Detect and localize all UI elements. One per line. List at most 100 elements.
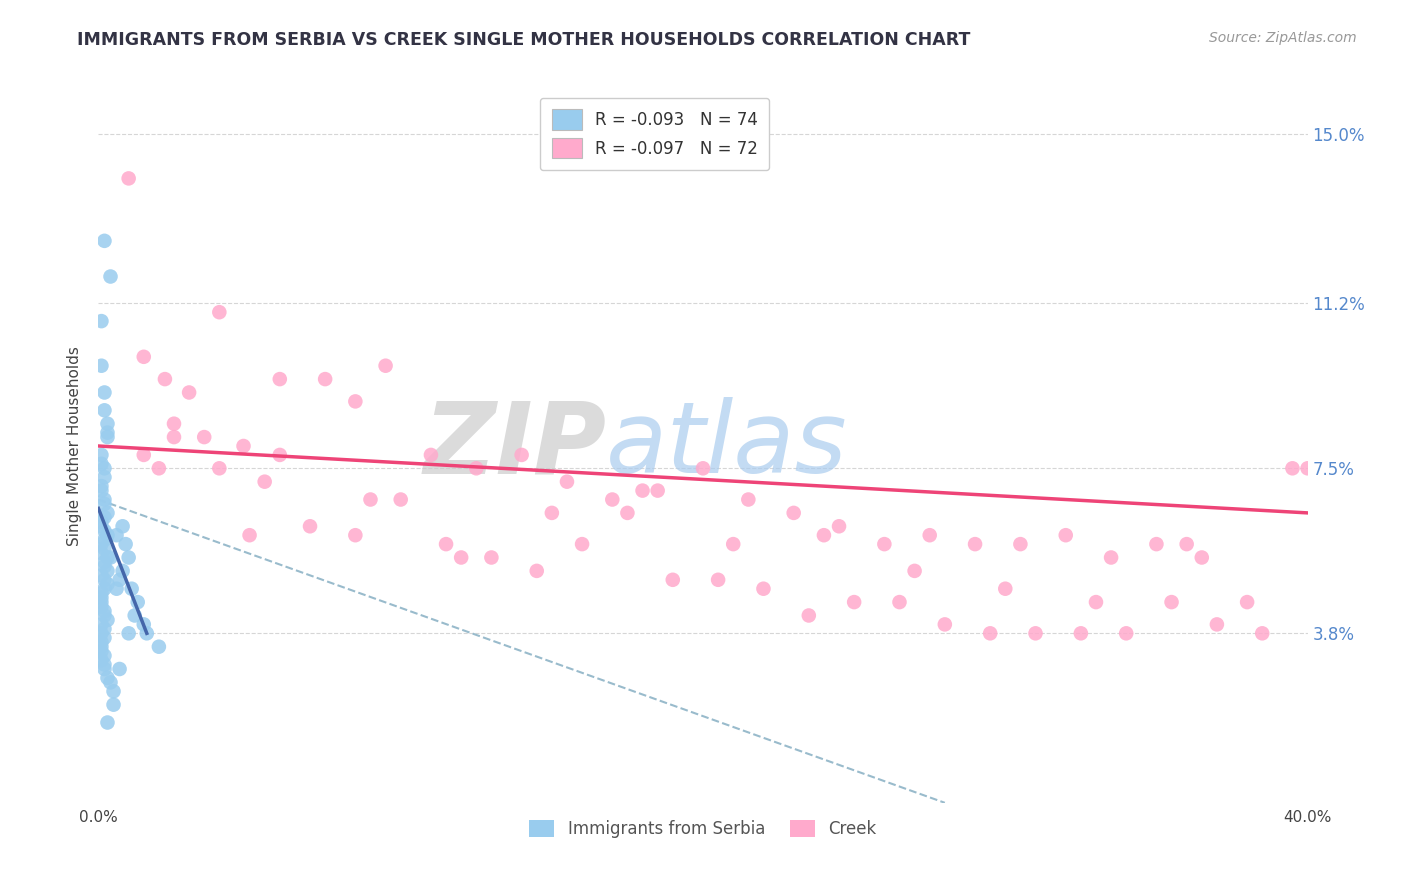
Point <box>844 595 866 609</box>
Point <box>108 573 131 587</box>
Point <box>93 648 115 663</box>
Point <box>797 608 820 623</box>
Point <box>96 528 118 542</box>
Point <box>934 617 956 632</box>
Point <box>90 586 112 600</box>
Point <box>344 394 367 409</box>
Point <box>96 506 118 520</box>
Point <box>253 475 276 489</box>
Point <box>93 657 115 672</box>
Point <box>314 372 336 386</box>
Point <box>90 599 112 614</box>
Point <box>93 533 115 547</box>
Point <box>904 564 927 578</box>
Point <box>420 448 443 462</box>
Point <box>93 631 115 645</box>
Point <box>450 550 472 565</box>
Point <box>208 305 231 319</box>
Point <box>90 635 112 649</box>
Point <box>1010 537 1032 551</box>
Point <box>465 461 488 475</box>
Point <box>90 653 112 667</box>
Point <box>118 550 141 565</box>
Point <box>153 372 176 386</box>
Point <box>90 448 112 462</box>
Y-axis label: Single Mother Households: Single Mother Households <box>67 346 83 546</box>
Point <box>93 662 115 676</box>
Point <box>828 519 851 533</box>
Point <box>232 439 254 453</box>
Point <box>1085 595 1108 609</box>
Point <box>90 519 112 533</box>
Point <box>90 640 112 654</box>
Point <box>103 698 125 712</box>
Point <box>540 506 562 520</box>
Point <box>90 568 112 582</box>
Point <box>994 582 1017 596</box>
Point <box>692 461 714 475</box>
Point <box>124 608 146 623</box>
Point <box>965 537 987 551</box>
Point <box>1099 550 1122 565</box>
Point <box>193 430 215 444</box>
Point <box>93 604 115 618</box>
Point <box>344 528 367 542</box>
Point <box>96 613 118 627</box>
Point <box>602 492 624 507</box>
Point <box>616 506 638 520</box>
Point <box>135 626 157 640</box>
Point <box>1144 537 1167 551</box>
Point <box>93 573 115 587</box>
Point <box>105 582 128 596</box>
Point <box>93 622 115 636</box>
Point <box>132 617 155 632</box>
Point <box>510 448 533 462</box>
Point <box>269 448 291 462</box>
Point <box>555 475 578 489</box>
Point <box>1175 537 1198 551</box>
Point <box>269 372 291 386</box>
Point <box>707 573 730 587</box>
Point <box>93 582 115 596</box>
Point <box>1206 617 1229 632</box>
Point <box>148 461 170 475</box>
Point <box>90 537 112 551</box>
Point <box>90 626 112 640</box>
Point <box>96 417 118 431</box>
Point <box>1236 595 1258 609</box>
Point <box>93 541 115 556</box>
Point <box>661 573 683 587</box>
Point <box>105 528 128 542</box>
Point <box>100 675 122 690</box>
Point <box>118 626 141 640</box>
Point <box>96 577 118 591</box>
Point <box>90 644 112 658</box>
Point <box>90 457 112 471</box>
Point <box>100 269 122 284</box>
Point <box>93 559 115 574</box>
Text: IMMIGRANTS FROM SERBIA VS CREEK SINGLE MOTHER HOUSEHOLDS CORRELATION CHART: IMMIGRANTS FROM SERBIA VS CREEK SINGLE M… <box>77 31 970 49</box>
Point <box>979 626 1001 640</box>
Point <box>179 385 201 400</box>
Point <box>374 359 396 373</box>
Point <box>434 537 457 551</box>
Point <box>90 314 112 328</box>
Point <box>889 595 911 609</box>
Point <box>1054 528 1077 542</box>
Point <box>1160 595 1182 609</box>
Point <box>90 483 112 498</box>
Point <box>96 715 118 730</box>
Point <box>1281 461 1303 475</box>
Point <box>111 519 134 533</box>
Point <box>1191 550 1213 565</box>
Point <box>90 479 112 493</box>
Point <box>813 528 835 542</box>
Point <box>100 550 122 565</box>
Point <box>96 671 118 685</box>
Point <box>163 417 186 431</box>
Point <box>90 515 112 529</box>
Point <box>127 595 149 609</box>
Point <box>239 528 262 542</box>
Point <box>783 506 806 520</box>
Point <box>108 662 131 676</box>
